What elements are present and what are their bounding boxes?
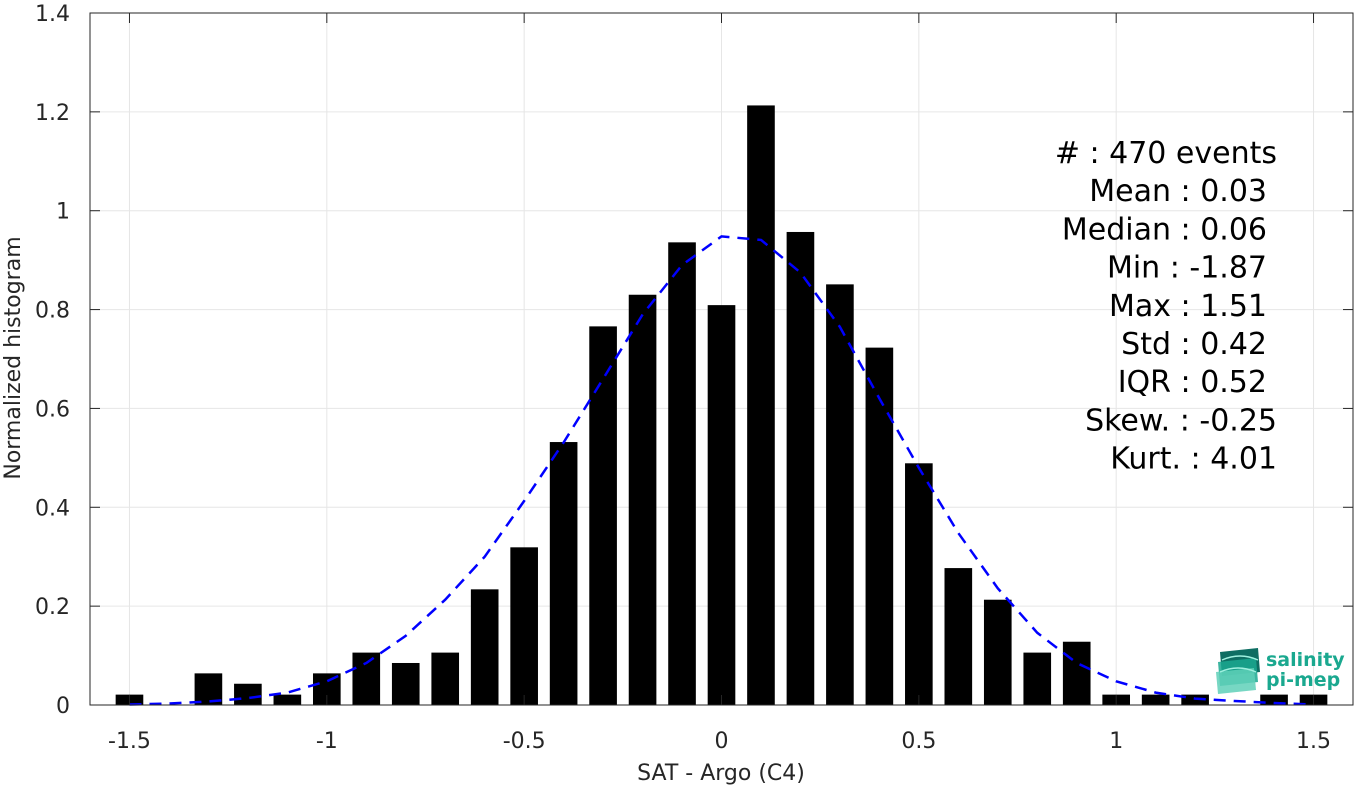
stat-line: Skew. : -0.25 <box>1085 403 1277 438</box>
stat-line: Min : -1.87 <box>1107 251 1267 286</box>
x-tick-label: -1 <box>316 729 338 754</box>
fit-curve-line <box>129 235 1314 706</box>
x-axis-label: SAT - Argo (C4) <box>637 761 805 786</box>
stat-line: Kurt. : 4.01 <box>1110 442 1277 477</box>
histogram-bar <box>707 305 736 705</box>
histogram-bar <box>983 599 1012 705</box>
histogram-bar <box>273 694 302 705</box>
histogram-bar <box>234 683 262 705</box>
histogram-bar <box>747 105 775 706</box>
histogram-bar <box>905 463 933 705</box>
stat-line: Median : 0.06 <box>1062 212 1267 247</box>
x-tick-label: 1 <box>1109 729 1123 754</box>
histogram-bar <box>589 326 617 705</box>
stat-line: # : 470 events <box>1055 136 1277 171</box>
histogram-bar <box>944 568 973 705</box>
histogram-bar <box>391 662 420 705</box>
x-tick-label: -0.5 <box>503 729 546 754</box>
x-axis-ticks: -1.5 -1 -0.5 0 0.5 1 1.5 <box>108 13 1331 754</box>
x-tick-label: -1.5 <box>108 729 151 754</box>
histogram-bar <box>431 652 460 705</box>
y-tick-label: 0.4 <box>35 496 70 521</box>
y-tick-label: 1.4 <box>35 2 70 27</box>
histogram-bar <box>668 242 696 705</box>
x-tick-label: 1.5 <box>1296 729 1331 754</box>
histogram-bar <box>865 347 894 705</box>
y-axis-label: Normalized histogram <box>1 236 26 479</box>
histogram-bar <box>1141 694 1170 705</box>
histogram-bar <box>1062 641 1091 705</box>
stat-line: Max : 1.51 <box>1109 289 1267 324</box>
stat-line: Std : 0.42 <box>1121 327 1267 362</box>
histogram-bar <box>826 284 854 705</box>
x-tick-label: 0 <box>715 729 729 754</box>
histogram-bar <box>549 442 578 705</box>
histogram-bar <box>352 652 381 705</box>
y-tick-label: 0.2 <box>35 595 70 620</box>
histogram-bar <box>470 589 499 705</box>
logo-text-line1: salinity <box>1266 649 1345 671</box>
y-axis-ticks: 0 0.2 0.4 0.6 0.8 1 1.2 1.4 <box>35 2 1353 719</box>
y-tick-label: 1 <box>56 200 70 225</box>
histogram-bar <box>628 294 657 705</box>
y-tick-label: 0.8 <box>35 299 70 324</box>
logo-text-line2: pi-mep <box>1266 669 1340 691</box>
stat-line: IQR : 0.52 <box>1118 365 1267 400</box>
histogram-bar <box>786 231 815 705</box>
y-tick-label: 0.6 <box>35 397 70 422</box>
x-tick-label: 0.5 <box>901 729 936 754</box>
gaussian-fit-curve <box>129 235 1314 706</box>
salinity-pi-mep-logo: salinity pi-mep <box>1216 648 1345 694</box>
wave-stack-icon <box>1216 648 1260 694</box>
histogram-bar <box>510 547 538 705</box>
histogram-bar <box>1023 652 1052 705</box>
stat-line: Mean : 0.03 <box>1089 174 1267 209</box>
y-tick-label: 0 <box>56 694 70 719</box>
histogram-bar <box>1260 694 1288 705</box>
y-tick-label: 1.2 <box>35 101 70 126</box>
